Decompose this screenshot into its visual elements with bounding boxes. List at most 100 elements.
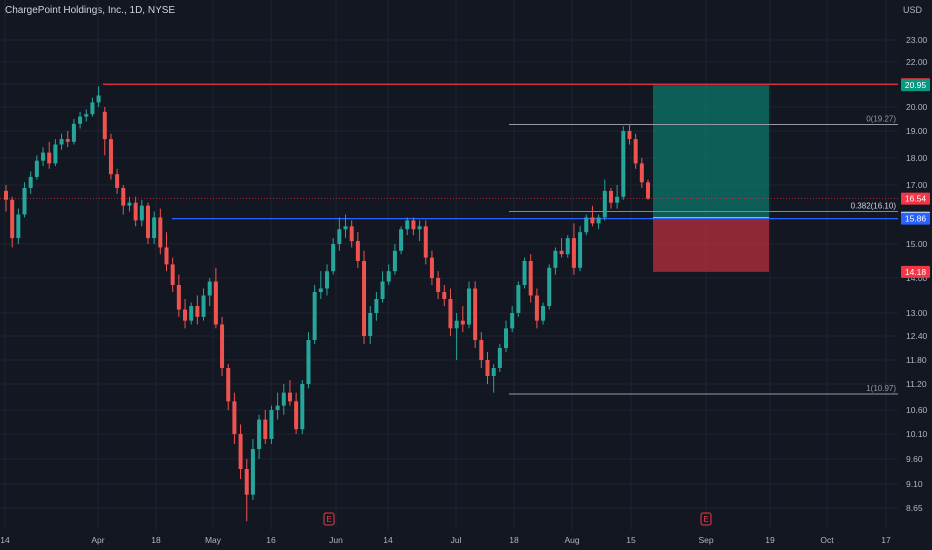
candle-body [646,182,650,199]
x-tick-label: May [205,535,222,545]
candle-body [318,288,323,292]
candle-body [158,217,163,248]
candle-body [238,434,243,469]
chart-title: ChargePoint Holdings, Inc., 1D, NYSE [5,5,176,16]
candle-body [633,139,638,164]
y-tick-label: 8.65 [906,503,923,513]
candle-body [263,419,268,439]
candle-body [47,152,52,164]
candle-body [368,313,373,336]
candle-body [189,306,194,321]
candle-body [306,340,311,384]
candle-body [90,102,95,115]
candle-body [355,241,360,261]
candle-body [454,320,459,329]
candle-body [411,220,416,230]
candle-body [615,196,620,203]
candle-body [504,328,509,348]
y-tick-label: 18.00 [906,153,928,163]
x-tick-label: 14 [383,535,393,545]
candle-body [59,139,64,145]
candle-body [602,190,607,218]
y-tick-label: 10.60 [906,405,928,415]
candle-body [84,114,89,117]
candle-body [16,214,21,239]
candle-body [349,226,354,242]
candle-body [386,271,391,282]
price-label-tag [901,212,930,225]
candle-body [41,152,46,161]
price-label-tag [901,192,930,205]
candle-body [257,419,262,449]
candle-body [528,261,533,296]
candle-body [485,360,490,376]
candle-body [491,368,496,376]
price-label-text: 14.18 [905,267,927,277]
candle-body [183,309,188,321]
x-tick-label: 19 [765,535,775,545]
candle-body [4,190,8,200]
candle-body [164,247,169,265]
y-tick-label: 11.80 [906,355,927,365]
take-profit-zone[interactable] [653,85,769,218]
candle-body [207,281,212,296]
y-tick-label: 15.00 [906,239,928,249]
candle-body [423,226,428,258]
y-tick-label: 19.00 [906,126,928,136]
candle-body [170,264,175,285]
candle-body [250,449,255,495]
earnings-marker-label: E [326,515,331,524]
candle-body [28,176,33,188]
candle-body [405,220,410,230]
candle-body [436,278,441,292]
candle-body [115,174,120,188]
candle-body [201,295,206,317]
candle-body [226,368,231,402]
candle-body [96,95,101,103]
candle-body [213,281,218,325]
candle-body [541,306,546,321]
candle-body [621,131,626,197]
candle-body [337,229,342,244]
candle-body [590,217,595,224]
candle-body [417,226,422,230]
x-tick-label: 18 [509,535,519,545]
candle-body [127,202,132,206]
candle-body [139,205,144,221]
fib-level-label: 0(19.27) [866,115,896,124]
candle-body [232,401,237,434]
candle-body [429,257,434,278]
y-tick-label: 14.00 [906,273,928,283]
candle-body [627,131,632,140]
candle-body [53,144,58,164]
earnings-marker[interactable] [700,512,712,526]
x-tick-label: 17 [881,535,891,545]
y-tick-label: 23.00 [906,35,928,45]
candle-body [559,250,564,255]
candle-body [10,199,15,239]
candle-body [108,139,113,175]
candle-body [510,313,515,329]
candle-body [102,111,107,140]
price-label-text: 20.95 [905,80,927,90]
candle-body [195,306,200,317]
candle-body [571,238,576,268]
candle-body [325,271,329,289]
candle-body [473,288,478,340]
x-tick-label: Sep [698,535,713,545]
earnings-marker[interactable] [323,512,335,526]
candle-body [300,384,305,430]
stop-loss-zone[interactable] [653,217,769,272]
fib-level-label: 1(10.97) [866,384,896,393]
candle-body [152,217,157,239]
candle-body [294,401,299,430]
candle-body [65,139,70,142]
y-tick-label: 9.10 [906,479,923,489]
candle-body [22,187,27,215]
candle-body [78,116,83,124]
candle-body [281,392,286,406]
x-tick-label: 16 [266,535,276,545]
price-label-tag [901,265,930,278]
x-tick-label: 18 [151,535,161,545]
